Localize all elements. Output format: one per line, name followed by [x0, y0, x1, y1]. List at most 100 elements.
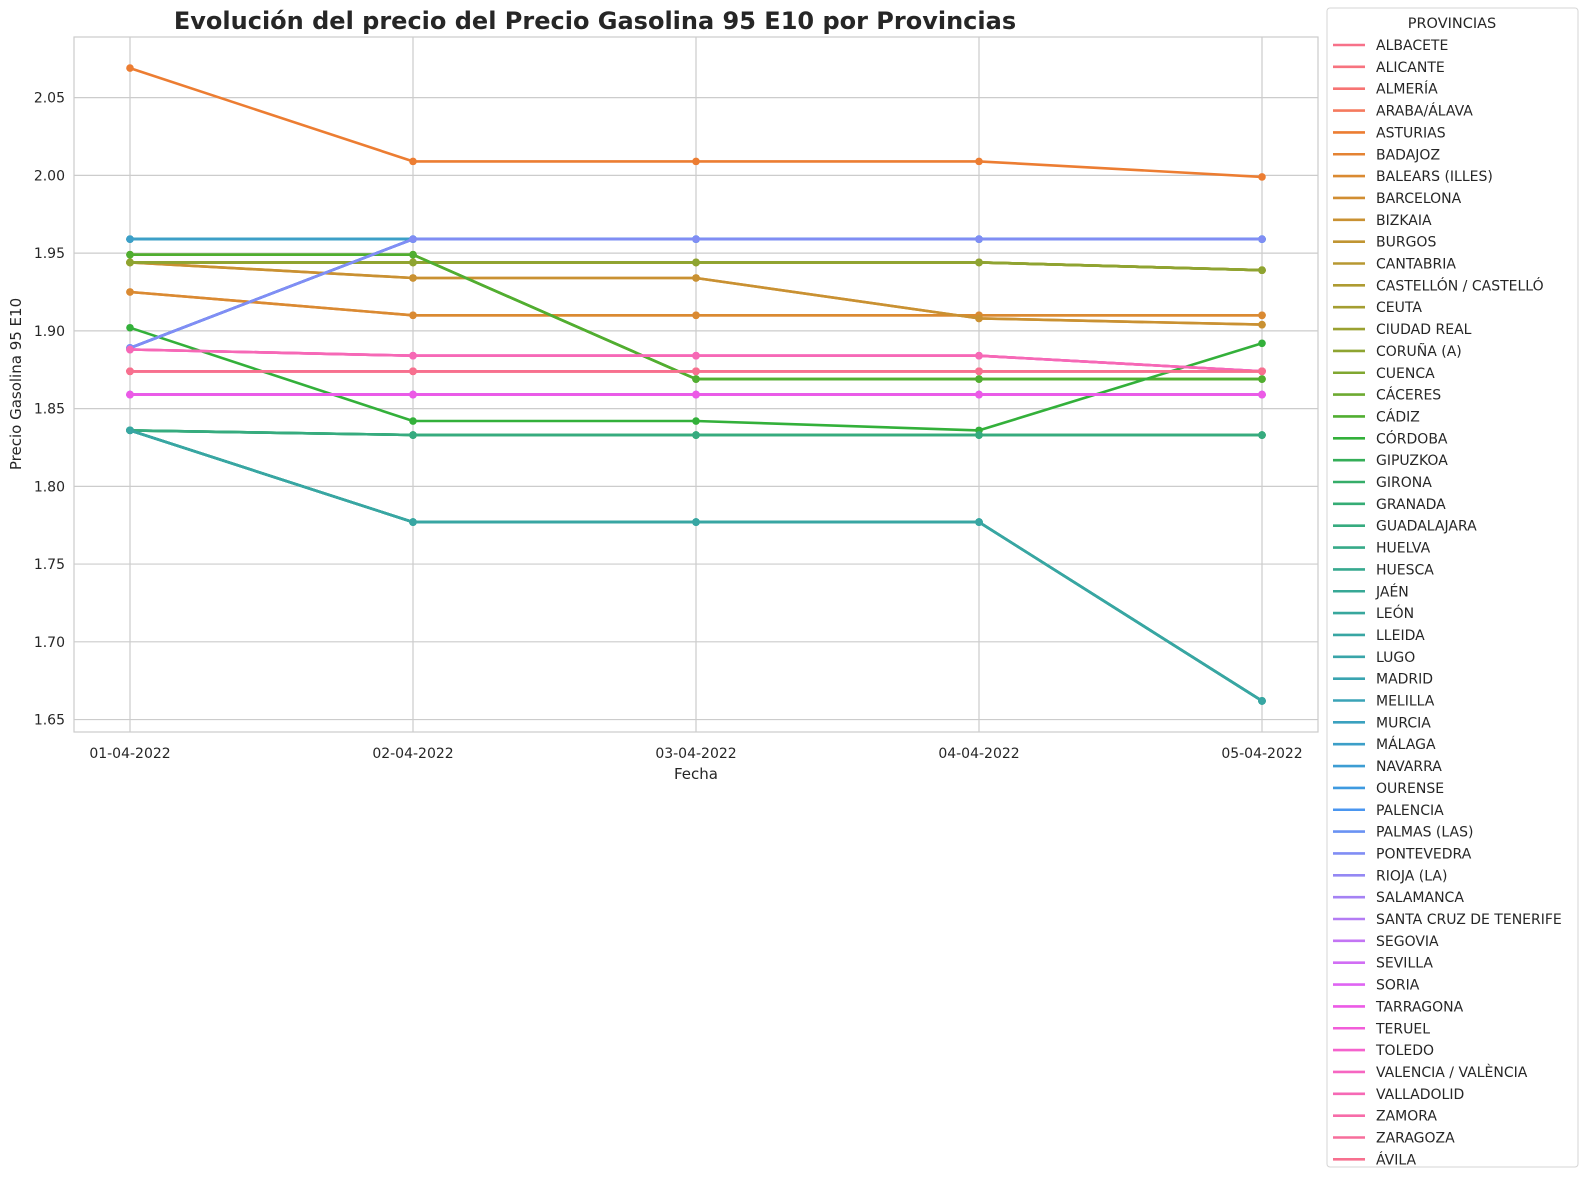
legend-label: LUGO — [1376, 650, 1415, 666]
series-line-group — [126, 64, 1266, 181]
x-tick-label: 02-04-2022 — [372, 746, 453, 762]
legend-entry: MÁLAGA — [1333, 736, 1436, 753]
legend-entry: CÓRDOBA — [1333, 429, 1448, 447]
legend-entry: PALMAS (LAS) — [1333, 825, 1473, 841]
legend-label: OURENSE — [1376, 781, 1444, 797]
data-point — [409, 157, 417, 166]
y-tick-label: 1.75 — [34, 557, 65, 573]
data-point — [126, 250, 134, 259]
legend-entry: ARABA/ÁLAVA — [1333, 103, 1473, 120]
data-point — [409, 311, 417, 320]
legend-entry: GIRONA — [1333, 475, 1432, 491]
y-tick-label: 1.90 — [34, 324, 65, 340]
data-point — [975, 375, 983, 383]
legend-label: MELILLA — [1376, 694, 1435, 710]
data-point — [975, 351, 983, 360]
legend-entry: MADRID — [1333, 672, 1433, 688]
data-point — [1258, 375, 1266, 383]
legend-entry: ASTURIAS — [1333, 125, 1446, 141]
legend-entry: CÁDIZ — [1333, 408, 1420, 425]
legend-label: ZAMORA — [1376, 1109, 1437, 1125]
grid — [74, 37, 1318, 732]
legend-label: NAVARRA — [1376, 759, 1442, 775]
legend-entry: JAÉN — [1333, 583, 1409, 600]
data-point — [692, 157, 700, 166]
legend-label: VALLADOLID — [1376, 1087, 1464, 1103]
legend-entry: MELILLA — [1333, 694, 1435, 710]
legend-entry: SALAMANCA — [1333, 890, 1464, 906]
series-line-group — [126, 288, 1266, 320]
x-tick-label: 03-04-2022 — [655, 746, 736, 762]
legend-label: CASTELLÓN / CASTELLÓ — [1376, 276, 1544, 294]
legend-entry: ALICANTE — [1333, 60, 1445, 76]
data-point — [126, 258, 134, 267]
legend-entry: TOLEDO — [1333, 1043, 1434, 1059]
legend-entry: TARRAGONA — [1333, 999, 1464, 1015]
legend-entry: CORUÑA (A) — [1333, 343, 1462, 360]
legend-entry: GIPUZKOA — [1333, 453, 1448, 469]
legend-entry: BIZKAIA — [1333, 213, 1432, 229]
legend-label: MURCIA — [1376, 715, 1431, 731]
legend-label: GRANADA — [1376, 497, 1446, 513]
data-point — [126, 235, 134, 243]
legend-label: MÁLAGA — [1376, 736, 1436, 753]
legend-label: SORIA — [1376, 978, 1420, 994]
data-point — [975, 314, 983, 323]
y-tick-label: 1.95 — [34, 246, 65, 262]
data-point — [126, 288, 134, 296]
legend-entry: BADAJOZ — [1333, 147, 1440, 163]
series-layer — [126, 64, 1266, 705]
legend-label: ÁVILA — [1376, 1151, 1417, 1168]
legend-entry: HUESCA — [1333, 562, 1434, 578]
data-point — [126, 64, 134, 72]
series-line-group — [126, 258, 1266, 275]
legend-entry: ZARAGOZA — [1333, 1131, 1455, 1147]
legend-title: PROVINCIAS — [1408, 16, 1497, 32]
legend-entry: SANTA CRUZ DE TENERIFE — [1333, 912, 1562, 928]
data-point — [409, 390, 417, 399]
legend-label: BIZKAIA — [1376, 213, 1432, 229]
legend-entry: HUELVA — [1333, 541, 1431, 557]
data-point — [126, 390, 134, 399]
legend-entry: CIUDAD REAL — [1333, 322, 1472, 338]
legend-items: ALBACETE ALICANTE ALMERÍA ARABA/ÁLAVA ASTURI… — [1333, 38, 1562, 1168]
legend-label: BURGOS — [1376, 235, 1436, 251]
x-axis-label: Fecha — [674, 765, 718, 783]
data-point — [692, 431, 700, 439]
legend-label: CÁDIZ — [1376, 408, 1420, 425]
chart-title: Evolución del precio del Precio Gasolina… — [174, 7, 1016, 35]
legend-label: SALAMANCA — [1376, 890, 1464, 906]
legend-label: ZARAGOZA — [1376, 1131, 1455, 1147]
legend-entry: CASTELLÓN / CASTELLÓ — [1333, 276, 1544, 294]
series-line-group — [126, 426, 1266, 705]
legend-entry: TERUEL — [1333, 1021, 1430, 1037]
y-tick-label: 1.65 — [34, 713, 65, 729]
legend-label: CUENCA — [1376, 366, 1435, 382]
data-point — [1258, 697, 1266, 705]
plot-area-frame — [73, 36, 1319, 733]
legend-label: ALICANTE — [1376, 60, 1445, 76]
legend-entry: PALENCIA — [1333, 803, 1444, 819]
legend-label: JAÉN — [1375, 583, 1409, 600]
x-tick-label: 01-04-2022 — [89, 746, 170, 762]
data-point — [1258, 390, 1266, 399]
data-point — [692, 274, 700, 282]
legend-entry: GUADALAJARA — [1333, 519, 1477, 535]
data-point — [975, 235, 983, 243]
legend-label: GUADALAJARA — [1376, 519, 1477, 535]
y-tick-label: 1.70 — [34, 635, 65, 651]
legend-label: TOLEDO — [1375, 1043, 1434, 1059]
data-point — [975, 157, 983, 166]
data-point — [975, 518, 983, 526]
legend-label: HUESCA — [1376, 562, 1434, 578]
data-point — [692, 417, 700, 425]
legend-label: MADRID — [1376, 672, 1433, 688]
data-point — [975, 431, 983, 439]
legend-entry: BARCELONA — [1333, 191, 1462, 207]
legend-label: ALMERÍA — [1376, 81, 1438, 98]
data-point — [692, 518, 700, 526]
legend-entry: SEGOVIA — [1333, 934, 1439, 950]
data-point — [692, 235, 700, 243]
